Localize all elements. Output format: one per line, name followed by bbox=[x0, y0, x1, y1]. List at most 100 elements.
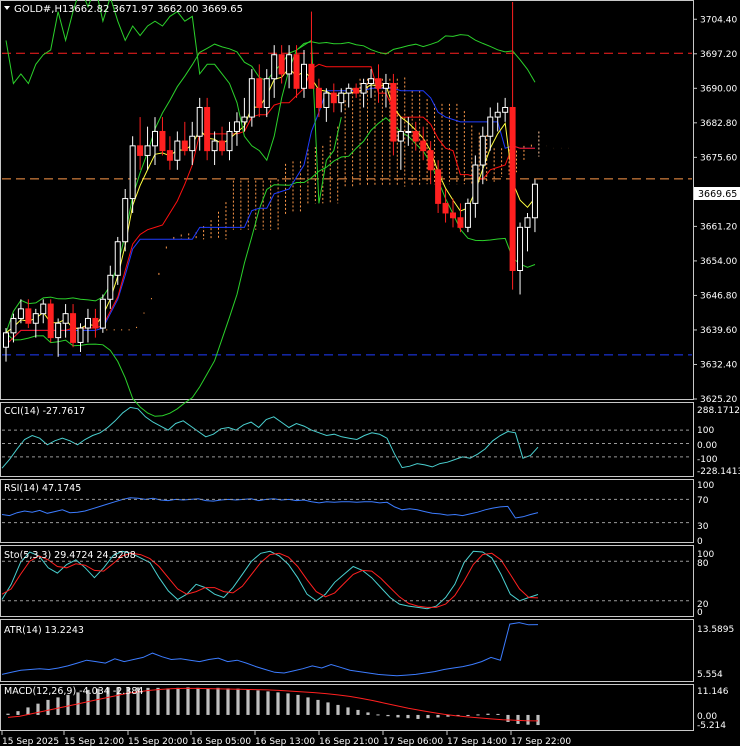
candle bbox=[382, 73, 389, 108]
candle bbox=[159, 117, 166, 156]
rsi-label: RSI(14) 47.1745 bbox=[4, 483, 81, 494]
macd-histogram-bar bbox=[286, 693, 290, 715]
stoch-label: Sto(5,3,3) 29.4724 24.3208 bbox=[4, 550, 136, 561]
candle bbox=[233, 112, 240, 146]
time-axis: 15 Sep 2025 15 Sep 12:00 15 Sep 20:00 16 Se… bbox=[1, 731, 571, 746]
candle bbox=[427, 141, 434, 185]
candle bbox=[25, 299, 32, 329]
macd-panel-frame bbox=[0, 684, 694, 731]
candle bbox=[92, 308, 99, 338]
candle-body bbox=[99, 298, 106, 329]
candle-body bbox=[25, 308, 32, 324]
candle bbox=[531, 179, 538, 233]
candle-body bbox=[55, 322, 62, 339]
candle bbox=[174, 131, 181, 170]
candle bbox=[472, 155, 479, 218]
candle-body bbox=[420, 140, 427, 152]
macd-histogram-bar bbox=[206, 688, 210, 715]
candle-body bbox=[509, 106, 516, 272]
macd-histogram-bar bbox=[46, 699, 50, 715]
candle bbox=[241, 97, 248, 132]
candle-body bbox=[77, 327, 84, 343]
candle-body bbox=[412, 130, 419, 142]
macd-histogram-bar bbox=[236, 688, 240, 715]
macd-histogram-bar bbox=[296, 694, 300, 715]
candle-body bbox=[479, 135, 486, 166]
candle-body bbox=[241, 116, 248, 123]
candle-body bbox=[531, 183, 538, 219]
macd-histogram-bar bbox=[396, 714, 400, 718]
candle-body bbox=[368, 78, 375, 85]
macd-histogram-bar bbox=[176, 687, 180, 715]
bollinger-upper-line bbox=[5, 34, 536, 333]
macd-histogram-bar bbox=[156, 687, 160, 715]
candle bbox=[450, 198, 456, 228]
candle bbox=[10, 313, 17, 343]
candle bbox=[47, 299, 54, 343]
candle-body bbox=[159, 130, 166, 152]
horizontal-levels bbox=[2, 52, 692, 356]
macd-histogram-bar bbox=[146, 687, 150, 715]
symbol-label: GOLD#,H1 bbox=[14, 4, 68, 15]
macd-histogram-bar bbox=[526, 714, 530, 725]
candle bbox=[293, 45, 300, 98]
candle bbox=[338, 88, 345, 113]
candle-body bbox=[263, 78, 270, 108]
candle-body bbox=[256, 78, 263, 108]
candle-body bbox=[494, 111, 501, 118]
candle bbox=[144, 126, 151, 170]
candle-body bbox=[330, 92, 337, 104]
price-tick-label: 3625.20 bbox=[700, 395, 737, 405]
candle-body bbox=[226, 130, 233, 152]
macd-histogram-bar bbox=[186, 687, 190, 715]
candle bbox=[219, 126, 226, 156]
macd-histogram-bar bbox=[476, 714, 480, 716]
cci-axis-minus100: -100 bbox=[697, 455, 718, 465]
cci-axis-min: -228.1413 bbox=[697, 467, 740, 477]
macd-axis-min: -5.214 bbox=[697, 721, 726, 731]
candle bbox=[62, 304, 69, 338]
candle bbox=[196, 97, 203, 151]
candle-body bbox=[152, 130, 158, 147]
stoch-panel-frame bbox=[0, 545, 694, 617]
macd-histogram-bar bbox=[106, 687, 110, 715]
candle bbox=[137, 117, 144, 170]
price-panel-frame bbox=[0, 0, 694, 400]
candle-body bbox=[92, 317, 99, 329]
candlesticks bbox=[3, 2, 538, 362]
candle-body bbox=[360, 83, 367, 94]
candle bbox=[502, 97, 509, 122]
candle bbox=[181, 121, 188, 156]
macd-histogram-bar bbox=[416, 714, 420, 719]
candle-body bbox=[517, 226, 524, 272]
candle bbox=[129, 136, 136, 213]
candle-body bbox=[353, 87, 360, 94]
candle-body bbox=[204, 106, 211, 152]
macd-histogram-bar bbox=[356, 709, 360, 715]
current-price-tag: 3669.65 bbox=[698, 189, 737, 200]
macd-histogram-bar bbox=[16, 711, 20, 715]
price-tick-label: 3646.80 bbox=[700, 291, 737, 301]
candle-body bbox=[233, 121, 240, 132]
candle-body bbox=[10, 317, 17, 334]
atr-label: ATR(14) 13.2243 bbox=[4, 625, 84, 636]
rsi-panel-frame bbox=[0, 479, 694, 543]
candle bbox=[99, 294, 106, 333]
stoch-main-line bbox=[1, 550, 539, 610]
candle-body bbox=[40, 303, 47, 315]
candle bbox=[77, 323, 84, 353]
macd-histogram-bar bbox=[36, 703, 40, 715]
candle bbox=[375, 64, 382, 103]
candle-body bbox=[196, 106, 203, 137]
candle bbox=[487, 107, 494, 151]
candle bbox=[189, 121, 196, 166]
candle bbox=[248, 69, 255, 127]
symbol-dropdown-icon[interactable] bbox=[4, 6, 10, 10]
macd-histogram-bar bbox=[196, 687, 200, 715]
macd-histogram-bar bbox=[506, 714, 510, 722]
candle bbox=[420, 126, 427, 161]
macd-histogram-bar bbox=[126, 687, 130, 715]
macd-histogram-bar bbox=[256, 690, 260, 715]
